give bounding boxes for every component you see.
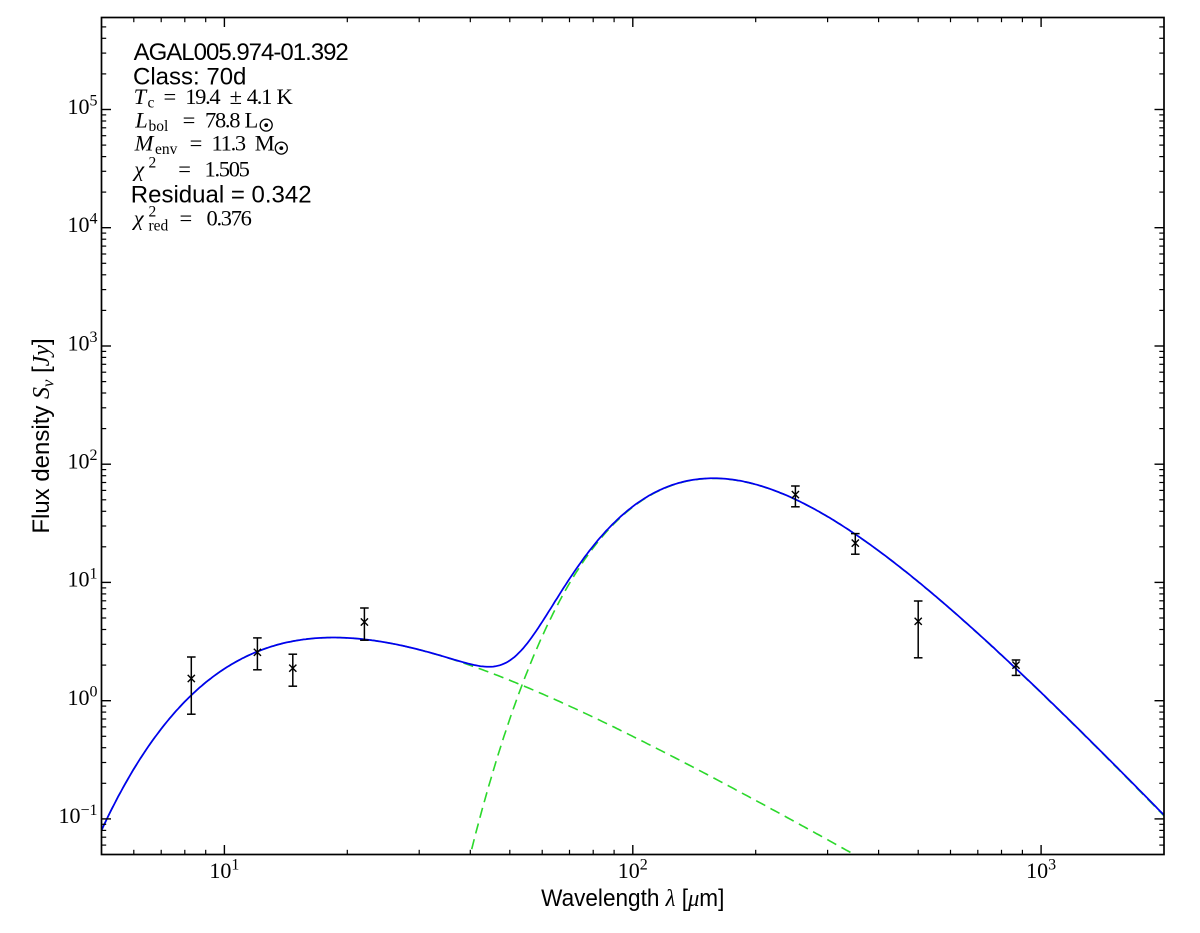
svg-text:=: = xyxy=(164,84,177,109)
svg-text:Residual = 0.342: Residual = 0.342 xyxy=(131,181,312,208)
svg-text:±: ± xyxy=(230,84,242,109)
svg-text:3: 3 xyxy=(90,329,98,346)
svg-text:=: = xyxy=(183,107,196,132)
svg-text:10: 10 xyxy=(68,449,90,474)
svg-text:=: = xyxy=(190,130,203,155)
svg-text:ν: ν xyxy=(38,379,57,387)
svg-text:19.4: 19.4 xyxy=(185,84,220,109)
svg-text:λ: λ xyxy=(665,885,676,912)
svg-text:Flux density: Flux density xyxy=(28,399,55,534)
svg-text:1.505: 1.505 xyxy=(205,156,250,181)
svg-text:2: 2 xyxy=(640,857,648,874)
svg-text:10: 10 xyxy=(209,858,231,883)
svg-text:10: 10 xyxy=(68,567,90,592)
svg-text:0: 0 xyxy=(90,684,98,701)
svg-text:c: c xyxy=(148,94,155,111)
svg-text:Wavelength: Wavelength xyxy=(541,884,666,911)
svg-text:K: K xyxy=(277,84,294,109)
svg-text:M: M xyxy=(134,130,155,155)
svg-text:2: 2 xyxy=(90,447,98,464)
svg-text:10: 10 xyxy=(1026,858,1048,883)
svg-text:Jy: Jy xyxy=(29,345,55,367)
svg-text:env: env xyxy=(155,141,178,158)
svg-text:3: 3 xyxy=(1048,857,1056,874)
svg-text:5: 5 xyxy=(90,93,98,110)
svg-text:m]: m] xyxy=(699,884,724,911)
svg-text:M: M xyxy=(255,130,275,155)
svg-text:10: 10 xyxy=(68,330,90,355)
svg-text:[: [ xyxy=(675,884,688,911)
svg-text:S: S xyxy=(29,387,55,399)
svg-text:1: 1 xyxy=(90,565,98,582)
svg-text:2: 2 xyxy=(149,204,157,221)
svg-text:=: = xyxy=(178,156,191,181)
svg-text:2: 2 xyxy=(149,155,157,172)
svg-text:AGAL005.974-01.392: AGAL005.974-01.392 xyxy=(134,39,349,66)
svg-text:L: L xyxy=(134,107,148,132)
svg-text:L: L xyxy=(245,107,259,132)
svg-text:10: 10 xyxy=(68,685,90,710)
svg-text:1: 1 xyxy=(231,857,239,874)
svg-text:10: 10 xyxy=(68,94,90,119)
svg-text:11.3: 11.3 xyxy=(212,130,246,155)
svg-text:[: [ xyxy=(28,366,55,380)
svg-text:red: red xyxy=(149,217,169,234)
svg-text:]: ] xyxy=(28,338,55,345)
svg-text:10: 10 xyxy=(59,803,81,828)
svg-text:=: = xyxy=(180,205,193,230)
svg-text:0.376: 0.376 xyxy=(207,205,252,230)
svg-text:4: 4 xyxy=(90,211,98,228)
svg-text:bol: bol xyxy=(149,118,169,135)
svg-text:10: 10 xyxy=(68,212,90,237)
svg-text:78.8: 78.8 xyxy=(205,107,240,132)
svg-text:4.1: 4.1 xyxy=(247,84,271,109)
svg-text:Class: 70d: Class: 70d xyxy=(133,63,246,90)
svg-text:−1: −1 xyxy=(81,802,98,819)
svg-text:χ: χ xyxy=(132,205,145,230)
svg-text:χ: χ xyxy=(132,156,145,181)
svg-text:μ: μ xyxy=(687,885,699,912)
svg-text:T: T xyxy=(134,84,148,109)
svg-text:10: 10 xyxy=(618,858,640,883)
